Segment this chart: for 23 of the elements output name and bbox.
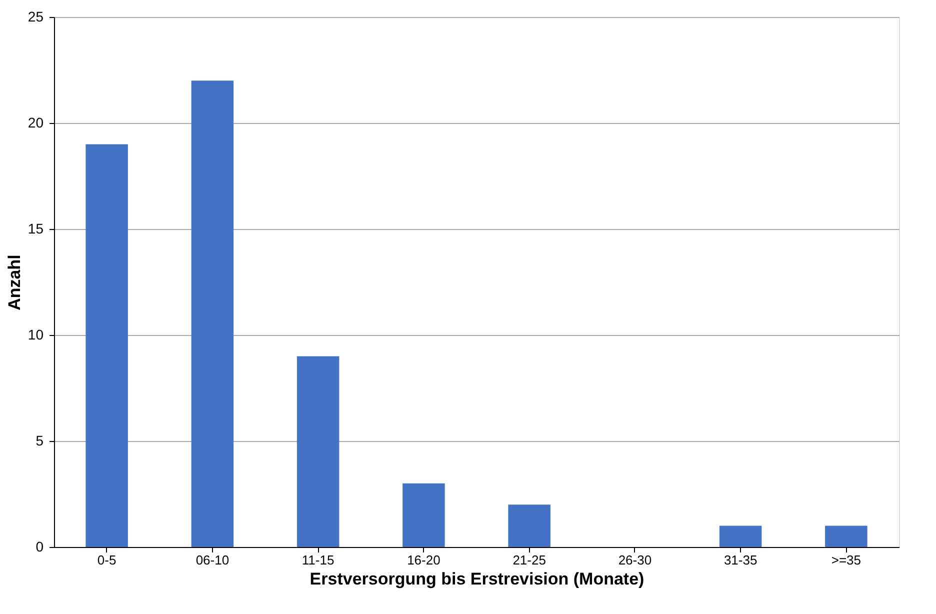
y-tick-label: 5 bbox=[36, 432, 44, 448]
bar bbox=[296, 356, 340, 547]
y-axis-title: Anzahl bbox=[4, 254, 24, 310]
y-tick-label: 25 bbox=[28, 8, 44, 24]
y-tick-label: 10 bbox=[28, 326, 44, 342]
bar bbox=[402, 483, 445, 547]
y-tick-label: 20 bbox=[28, 114, 44, 130]
y-tick-label: 15 bbox=[28, 220, 44, 236]
x-tick-label: 11-15 bbox=[302, 552, 334, 568]
x-tick-label: 21-25 bbox=[512, 552, 546, 568]
x-tick-label: 26-30 bbox=[618, 552, 652, 568]
y-tick-label: 0 bbox=[36, 538, 44, 554]
bar bbox=[508, 504, 550, 547]
x-tick-label: 16-20 bbox=[407, 552, 440, 568]
x-tick-label: 0-5 bbox=[97, 552, 116, 568]
x-tick-label: >=35 bbox=[831, 552, 862, 568]
x-axis-title: Erstversorgung bis Erstrevision (Monate) bbox=[310, 570, 644, 588]
x-tick-label: 06-10 bbox=[196, 552, 230, 568]
bar bbox=[191, 80, 234, 547]
bar bbox=[86, 144, 128, 547]
x-tick-label: 31-35 bbox=[724, 552, 758, 568]
bar bbox=[825, 526, 868, 547]
bar bbox=[719, 526, 762, 547]
